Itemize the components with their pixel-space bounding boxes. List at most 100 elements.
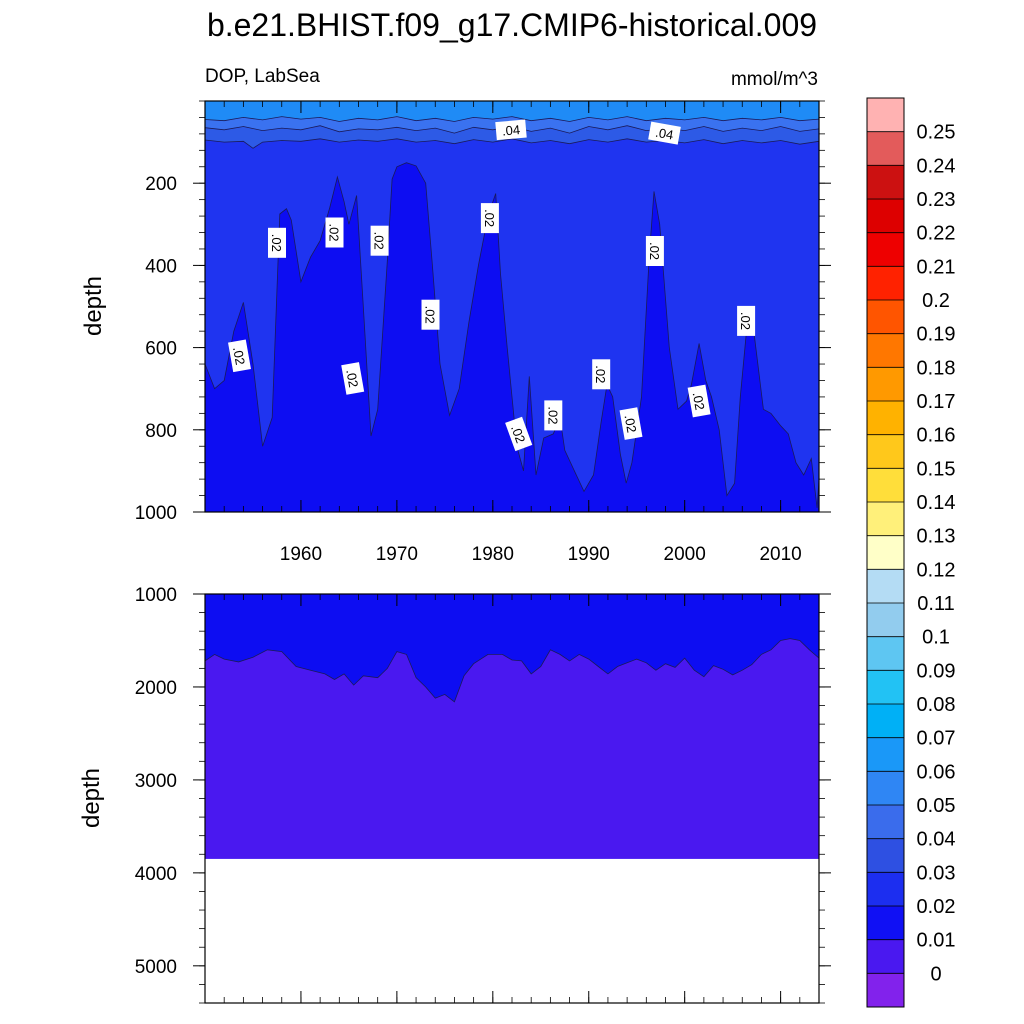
colorbar-label: 0.18: [917, 357, 956, 379]
svg-text:.02: .02: [738, 312, 753, 330]
colorbar-swatch: [867, 636, 904, 671]
colorbar-swatch: [867, 535, 904, 570]
contour-region-0-0.01: [205, 638, 819, 859]
colorbar-label: 0.15: [917, 458, 956, 480]
colorbar-label: 0.08: [917, 694, 956, 716]
colorbar-label: 0.11: [917, 593, 954, 615]
svg-text:.02: .02: [482, 209, 497, 227]
contour-label: .02: [325, 217, 344, 248]
colorbar-label: 0.23: [917, 189, 956, 211]
lower-panel: 1000 2000 3000 4000 5000: [135, 585, 831, 1004]
colorbar-swatch: [867, 939, 904, 974]
colorbar-label: 0.04: [917, 829, 956, 851]
svg-text:.02: .02: [327, 223, 342, 241]
svg-text:.02: .02: [690, 391, 708, 411]
colorbar-swatch: [867, 771, 904, 806]
contour-region-0.01-0.02: [205, 162, 819, 512]
colorbar-swatch: [867, 502, 904, 537]
colorbar-label: 0.1: [922, 627, 950, 649]
contour-label: .02: [619, 407, 643, 440]
colorbar-label: 0: [930, 963, 941, 985]
colorbar-swatch: [867, 603, 904, 638]
contour-label: .02: [687, 384, 711, 418]
colorbar-swatch: [867, 704, 904, 739]
contour-label: .02: [544, 400, 563, 431]
contour-label: .02: [370, 225, 389, 256]
colorbar-swatch: [867, 973, 904, 1008]
colorbar-swatch: [867, 266, 904, 301]
colorbar-label: 0.2: [922, 290, 950, 312]
colorbar-label: 0.05: [917, 795, 956, 817]
colorbar-swatch: [867, 737, 904, 772]
y-tick-label: 3000: [135, 771, 177, 792]
contour-label: .02: [592, 359, 611, 390]
svg-text:.02: .02: [372, 232, 387, 250]
colorbar-swatch: [867, 165, 904, 200]
x-tick-label: 1980: [472, 544, 514, 565]
upper-y-axis-label: depth: [80, 276, 107, 336]
colorbar-label: 0.16: [917, 425, 956, 447]
x-tick-label: 1960: [280, 544, 322, 565]
lower-y-axis-label: depth: [78, 768, 105, 828]
svg-text:.04: .04: [654, 125, 674, 143]
contour-label: .04: [495, 119, 527, 141]
variable-label: DOP, LabSea: [205, 66, 320, 87]
contour-line-0.03-0.04: [205, 138, 819, 149]
colorbar-swatch: [867, 401, 904, 436]
colorbar-label: 0.24: [917, 155, 956, 177]
svg-text:.02: .02: [230, 346, 248, 366]
colorbar-label: 0.17: [917, 391, 956, 413]
contour-label: .02: [645, 236, 664, 266]
colorbar-label: 0.09: [917, 660, 956, 682]
colorbar-label: 0.13: [917, 526, 956, 548]
y-tick-label: 1000: [135, 585, 177, 606]
contour-label: .02: [480, 203, 499, 234]
colorbar-swatch: [867, 98, 904, 133]
colorbar-label: 0.01: [917, 930, 956, 952]
svg-text:.02: .02: [647, 242, 662, 260]
svg-text:.02: .02: [423, 306, 438, 324]
x-tick-label: 1990: [568, 544, 610, 565]
x-tick-label: 2010: [759, 544, 801, 565]
y-tick-label: 600: [145, 339, 177, 360]
contour-line-0-0.01: [205, 638, 819, 703]
contour-label: .02: [268, 227, 286, 258]
svg-text:.04: .04: [501, 122, 520, 139]
colorbar-swatch: [867, 805, 904, 840]
colorbar-swatch: [867, 670, 904, 705]
contour-line-0.05-0.06: [205, 116, 819, 122]
x-tick-label: 2000: [664, 544, 706, 565]
colorbar-label: 0.21: [917, 256, 956, 278]
contour-label: .02: [737, 305, 756, 336]
colorbar-label: 0.02: [917, 896, 956, 918]
y-tick-label: 200: [145, 174, 177, 195]
colorbar-swatch: [867, 468, 904, 503]
y-tick-label: 2000: [135, 678, 177, 699]
colorbar-swatch: [867, 434, 904, 469]
colorbar-swatch: [867, 199, 904, 234]
contour-label: .02: [421, 299, 440, 330]
colorbar-swatch: [867, 906, 904, 941]
colorbar-label: 0.12: [917, 559, 956, 581]
colorbar-swatch: [867, 300, 904, 335]
x-tick-label: 1970: [376, 544, 418, 565]
y-tick-label: 4000: [135, 864, 177, 885]
colorbar-label: 0.07: [917, 728, 956, 750]
svg-text:.02: .02: [545, 406, 560, 424]
colorbar-label: 0.22: [917, 223, 956, 245]
colorbar-label: 0.25: [917, 122, 956, 144]
contour-line-0.01-0.02: [205, 162, 819, 508]
contour-label: .04: [648, 121, 681, 145]
chart-title: b.e21.BHIST.f09_g17.CMIP6-historical.009: [207, 7, 817, 43]
y-tick-label: 800: [145, 421, 177, 442]
units-label: mmol/m^3: [731, 69, 818, 90]
colorbar-swatch: [867, 569, 904, 604]
colorbar-swatch: [867, 131, 904, 166]
y-tick-label: 400: [145, 256, 177, 277]
svg-text:.02: .02: [269, 234, 284, 252]
colorbar-swatch: [867, 367, 904, 402]
colorbar-swatch: [867, 872, 904, 907]
contour-label: .02: [228, 339, 251, 373]
colorbar-label: 0.06: [917, 761, 956, 783]
